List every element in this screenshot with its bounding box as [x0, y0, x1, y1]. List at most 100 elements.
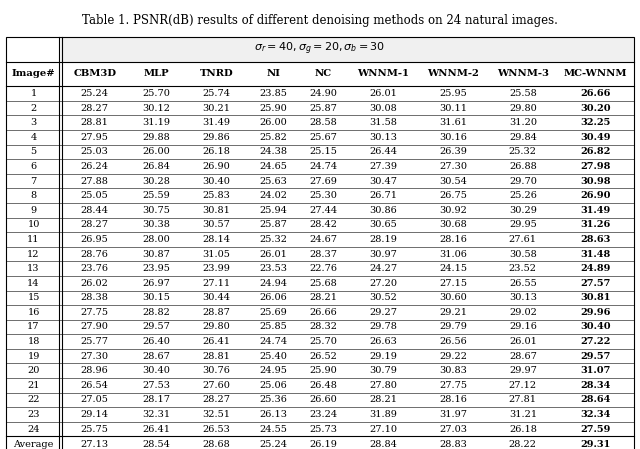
Text: 24.15: 24.15: [439, 264, 467, 273]
Bar: [6, 86, 634, 101]
Text: 26.41: 26.41: [143, 425, 171, 434]
Text: 30.13: 30.13: [509, 293, 537, 302]
Text: 25.59: 25.59: [143, 191, 170, 200]
Text: 29.80: 29.80: [509, 104, 537, 113]
Text: 26.48: 26.48: [310, 381, 337, 390]
Text: 23.53: 23.53: [259, 264, 287, 273]
Text: 27.88: 27.88: [81, 176, 109, 185]
Text: 23.85: 23.85: [259, 89, 287, 98]
Bar: [6, 174, 634, 189]
Text: 27.53: 27.53: [143, 381, 171, 390]
Text: 7: 7: [30, 176, 36, 185]
Text: 30.54: 30.54: [439, 176, 467, 185]
Text: 28.14: 28.14: [202, 235, 230, 244]
Text: 25.32: 25.32: [259, 235, 287, 244]
Text: 25.26: 25.26: [509, 191, 537, 200]
Text: 13: 13: [28, 264, 40, 273]
Text: 31.49: 31.49: [580, 206, 611, 215]
Text: 28.21: 28.21: [369, 396, 397, 405]
Text: 24.94: 24.94: [259, 279, 287, 288]
Bar: [6, 115, 634, 130]
Bar: [6, 37, 61, 62]
Text: 24.74: 24.74: [309, 162, 337, 171]
Text: 30.15: 30.15: [143, 293, 170, 302]
Text: 25.03: 25.03: [81, 147, 109, 156]
Text: Image#: Image#: [12, 69, 55, 79]
Text: 26.63: 26.63: [369, 337, 397, 346]
Text: 32.31: 32.31: [143, 410, 171, 419]
Text: 27.05: 27.05: [81, 396, 109, 405]
Text: TNRD: TNRD: [200, 69, 233, 79]
Text: 28.16: 28.16: [439, 235, 467, 244]
Bar: [6, 305, 634, 320]
Text: 27.13: 27.13: [81, 440, 109, 449]
Text: 26.90: 26.90: [202, 162, 230, 171]
Text: 31.61: 31.61: [439, 118, 467, 127]
Text: 30.60: 30.60: [439, 293, 467, 302]
Text: WNNM-1: WNNM-1: [358, 69, 410, 79]
Text: 23.24: 23.24: [309, 410, 337, 419]
Text: 28.67: 28.67: [143, 352, 170, 361]
Text: 25.24: 25.24: [259, 440, 287, 449]
Bar: [6, 392, 634, 407]
Text: 29.86: 29.86: [202, 133, 230, 142]
Text: 9: 9: [31, 206, 36, 215]
Text: WNNM-2: WNNM-2: [428, 69, 479, 79]
Text: 28.82: 28.82: [143, 308, 170, 317]
Text: 26.02: 26.02: [81, 279, 109, 288]
Text: 28.87: 28.87: [202, 308, 230, 317]
Bar: [6, 320, 634, 334]
Text: 30.79: 30.79: [369, 366, 397, 375]
Text: 24: 24: [28, 425, 40, 434]
Text: 26.75: 26.75: [439, 191, 467, 200]
Text: 27.15: 27.15: [439, 279, 467, 288]
Text: 28.37: 28.37: [310, 250, 337, 259]
Text: 29.95: 29.95: [509, 220, 537, 229]
Text: 27.10: 27.10: [369, 425, 397, 434]
Text: 30.20: 30.20: [580, 104, 611, 113]
Bar: [61, 37, 634, 62]
Text: 28.64: 28.64: [580, 396, 611, 405]
Text: 30.83: 30.83: [439, 366, 467, 375]
Text: 25.75: 25.75: [81, 425, 109, 434]
Bar: [6, 422, 634, 436]
Text: 26.54: 26.54: [81, 381, 109, 390]
Text: 27.81: 27.81: [509, 396, 537, 405]
Text: 28.22: 28.22: [509, 440, 537, 449]
Text: 25.90: 25.90: [310, 366, 337, 375]
Text: 25.15: 25.15: [310, 147, 337, 156]
Text: 26.01: 26.01: [369, 89, 397, 98]
Text: 31.21: 31.21: [509, 410, 537, 419]
Text: 24.90: 24.90: [310, 89, 337, 98]
Text: 26.01: 26.01: [509, 337, 537, 346]
Text: 30.92: 30.92: [439, 206, 467, 215]
Text: 30.97: 30.97: [369, 250, 397, 259]
Text: 29.88: 29.88: [143, 133, 170, 142]
Text: 29.19: 29.19: [369, 352, 397, 361]
Text: 10: 10: [28, 220, 40, 229]
Bar: [6, 217, 634, 232]
Text: 27.75: 27.75: [81, 308, 109, 317]
Text: 26.88: 26.88: [509, 162, 537, 171]
Text: 25.05: 25.05: [81, 191, 109, 200]
Text: 31.89: 31.89: [369, 410, 397, 419]
Text: 26.56: 26.56: [439, 337, 467, 346]
Text: 30.57: 30.57: [202, 220, 230, 229]
Text: 26.39: 26.39: [439, 147, 467, 156]
Text: NC: NC: [315, 69, 332, 79]
Text: 26.66: 26.66: [310, 308, 337, 317]
Text: WNNM-3: WNNM-3: [497, 69, 549, 79]
Text: 29.97: 29.97: [509, 366, 537, 375]
Bar: [248, 62, 298, 86]
Text: 29.96: 29.96: [580, 308, 611, 317]
Text: 28.44: 28.44: [81, 206, 109, 215]
Text: 27.59: 27.59: [580, 425, 611, 434]
Text: 30.68: 30.68: [439, 220, 467, 229]
Text: 28.67: 28.67: [509, 352, 537, 361]
Text: 28.32: 28.32: [310, 322, 337, 331]
Text: 17: 17: [28, 322, 40, 331]
Text: 28.83: 28.83: [439, 440, 467, 449]
Bar: [6, 378, 634, 392]
Text: 29.02: 29.02: [509, 308, 537, 317]
Text: 30.08: 30.08: [370, 104, 397, 113]
